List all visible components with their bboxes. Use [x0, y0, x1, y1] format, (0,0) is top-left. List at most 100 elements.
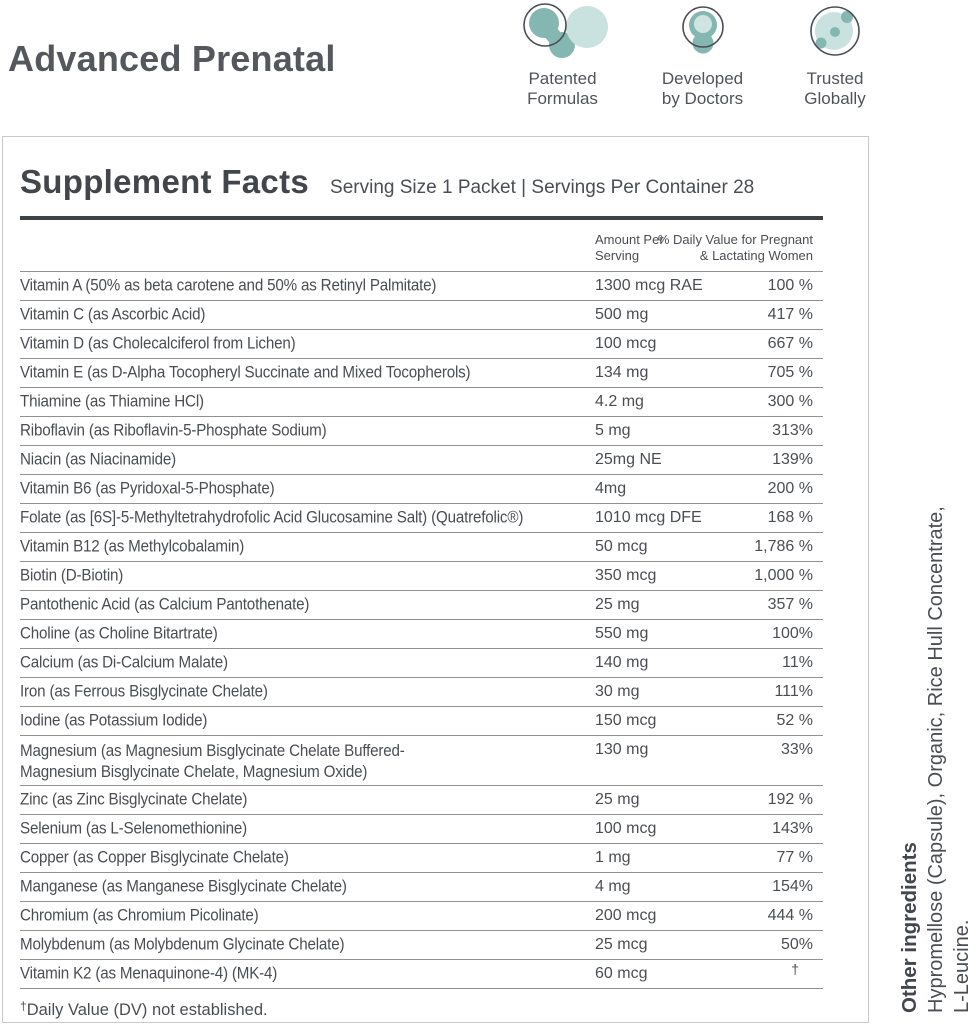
table-row: Biotin (D-Biotin) 350 mcg 1,000 %: [20, 562, 823, 591]
table-row: Niacin (as Niacinamide) 25mg NE 139%: [20, 446, 823, 475]
table-row: Chromium (as Chromium Picolinate) 200 mc…: [20, 902, 823, 931]
nutrient-name: Choline (as Choline Bitartrate): [20, 624, 218, 643]
nutrient-amount: 200 mcg: [595, 907, 657, 924]
nutrient-daily-value: †: [791, 960, 799, 977]
nutrient-amount: 25 mg: [595, 791, 640, 808]
table-row: Vitamin E (as D-Alpha Tocopheryl Succina…: [20, 359, 823, 388]
nutrient-name: Molybdenum (as Molybdenum Glycinate Chel…: [20, 935, 345, 954]
nutrient-amount: 134 mg: [595, 364, 649, 381]
table-row: Manganese (as Manganese Bisglycinate Che…: [20, 873, 823, 902]
nutrient-daily-value: 667 %: [767, 335, 813, 352]
nutrient-amount: 350 mcg: [595, 567, 657, 584]
nutrient-name: Riboflavin (as Riboflavin-5-Phosphate So…: [20, 421, 327, 440]
nutrient-daily-value: 705 %: [767, 364, 813, 381]
badge-label: Developed by Doctors: [661, 69, 744, 108]
table-row: Vitamin A (50% as beta carotene and 50% …: [20, 272, 823, 301]
molecule-icon: [522, 3, 608, 58]
nutrient-amount: 130 mg: [595, 741, 649, 758]
nutrient-amount: 4.2 mg: [595, 393, 644, 410]
nutrient-name: Thiamine (as Thiamine HCl): [20, 392, 204, 411]
nutrient-daily-value: 1,000 %: [754, 567, 813, 584]
table-row: Copper (as Copper Bisglycinate Chelate) …: [20, 844, 823, 873]
nutrient-amount: 60 mcg: [595, 965, 648, 982]
badge-trusted-globally: Trusted Globally: [780, 2, 890, 109]
table-row: Magnesium (as Magnesium Bisglycinate Che…: [20, 736, 823, 786]
nutrient-name: Niacin (as Niacinamide): [20, 450, 177, 469]
nutrient-daily-value: 154%: [772, 878, 813, 895]
nutrient-amount: 1300 mcg RAE: [595, 277, 703, 294]
table-row: Iron (as Ferrous Bisglycinate Chelate) 3…: [20, 678, 823, 707]
nutrient-daily-value: 100 %: [767, 277, 813, 294]
nutrient-daily-value: 168 %: [767, 509, 813, 526]
table-row: Vitamin B12 (as Methylcobalamin) 50 mcg …: [20, 533, 823, 562]
nutrient-daily-value: 33%: [780, 741, 813, 758]
nutrient-name: Iodine (as Potassium Iodide): [20, 711, 208, 730]
nutrient-amount: 150 mcg: [595, 712, 657, 729]
badge-patented-formulas: Patented Formulas: [500, 2, 625, 109]
table-row: Choline (as Choline Bitartrate) 550 mg 1…: [20, 620, 823, 649]
table-row: Riboflavin (as Riboflavin-5-Phosphate So…: [20, 417, 823, 446]
table-row: Vitamin K2 (as Menaquinone-4) (MK-4) 60 …: [20, 960, 823, 989]
badge-label: Trusted Globally: [804, 69, 866, 108]
nutrient-daily-value: 1,786 %: [754, 538, 813, 555]
other-ingredients-vertical-text: Other ingredients Hypromellose (Capsule)…: [897, 457, 975, 1013]
nutrient-name: Pantothenic Acid (as Calcium Pantothenat…: [20, 595, 310, 614]
column-headers: Amount Per Serving % Daily Value for Pre…: [20, 220, 823, 272]
table-row: Thiamine (as Thiamine HCl) 4.2 mg 300 %: [20, 388, 823, 417]
nutrient-daily-value: 300 %: [767, 393, 813, 410]
nutrient-amount: 140 mg: [595, 654, 649, 671]
badge-label: Patented Formulas: [527, 69, 598, 108]
nutrient-name: Magnesium (as Magnesium Bisglycinate Che…: [20, 742, 405, 781]
nutrient-name: Vitamin A (50% as beta carotene and 50% …: [20, 276, 437, 295]
nutrient-name: Vitamin D (as Cholecalciferol from Liche…: [20, 334, 296, 353]
nutrient-name: Biotin (D-Biotin): [20, 566, 124, 585]
nutrient-daily-value: 50%: [780, 936, 813, 953]
table-row: Vitamin B6 (as Pyridoxal-5-Phosphate) 4m…: [20, 475, 823, 504]
dagger-symbol: †: [20, 999, 27, 1013]
nutrient-amount: 100 mcg: [595, 820, 657, 837]
page-title: Advanced Prenatal: [8, 38, 336, 79]
table-row: Iodine (as Potassium Iodide) 150 mcg 52 …: [20, 707, 823, 736]
supplement-facts-panel: Supplement Facts Serving Size 1 Packet |…: [2, 136, 869, 1023]
table-row: Vitamin C (as Ascorbic Acid) 500 mg 417 …: [20, 301, 823, 330]
nutrient-amount: 5 mg: [595, 422, 631, 439]
nutrient-daily-value: 139%: [772, 451, 813, 468]
nutrient-daily-value: 444 %: [767, 907, 813, 924]
nutrient-amount: 100 mcg: [595, 335, 657, 352]
nutrient-daily-value: 143%: [772, 820, 813, 837]
table-row: Calcium (as Di-Calcium Malate) 140 mg 11…: [20, 649, 823, 678]
nutrient-name: Chromium (as Chromium Picolinate): [20, 906, 259, 925]
nutrient-name: Vitamin K2 (as Menaquinone-4) (MK-4): [20, 964, 278, 983]
table-row: Selenium (as L-Selenomethionine) 100 mcg…: [20, 815, 823, 844]
table-row: Molybdenum (as Molybdenum Glycinate Chel…: [20, 931, 823, 960]
nutrient-name: Zinc (as Zinc Bisglycinate Chelate): [20, 790, 248, 809]
nutrient-amount: 4 mg: [595, 878, 631, 895]
nutrient-amount: 1 mg: [595, 849, 631, 866]
nutrient-amount: 500 mg: [595, 306, 649, 323]
table-row: Vitamin D (as Cholecalciferol from Liche…: [20, 330, 823, 359]
panel-title-row: Supplement Facts Serving Size 1 Packet |…: [3, 137, 868, 201]
nutrient-amount: 25 mcg: [595, 936, 648, 953]
nutrient-daily-value: 100%: [772, 625, 813, 642]
badge-developed-by-doctors: Developed by Doctors: [650, 2, 755, 109]
nutrient-daily-value: 192 %: [767, 791, 813, 808]
nutrient-daily-value: 111%: [774, 683, 813, 700]
nutrient-name: Vitamin B6 (as Pyridoxal-5-Phosphate): [20, 479, 275, 498]
nutrient-daily-value: 200 %: [767, 480, 813, 497]
supplement-facts-title: Supplement Facts: [20, 163, 310, 200]
nutrient-daily-value: 313%: [772, 422, 813, 439]
nutrient-name: Calcium (as Di-Calcium Malate): [20, 653, 228, 672]
nutrient-amount: 1010 mcg DFE: [595, 509, 702, 526]
nutrient-amount: 550 mg: [595, 625, 649, 642]
nutrient-name: Vitamin E (as D-Alpha Tocopheryl Succina…: [20, 363, 471, 382]
nutrient-name: Folate (as [6S]-5-Methyltetrahydrofolic …: [20, 508, 524, 527]
serving-info: Serving Size 1 Packet | Servings Per Con…: [330, 177, 755, 198]
nutrient-table: Vitamin A (50% as beta carotene and 50% …: [20, 272, 823, 989]
nutrient-daily-value: 417 %: [767, 306, 813, 323]
nutrient-daily-value: 52 %: [776, 712, 813, 729]
amount-column-header: Amount Per Serving: [595, 232, 664, 263]
title-rule: [20, 216, 823, 220]
nutrient-amount: 50 mcg: [595, 538, 648, 555]
nutrient-amount: 25 mg: [595, 596, 640, 613]
nutrient-name: Iron (as Ferrous Bisglycinate Chelate): [20, 682, 268, 701]
